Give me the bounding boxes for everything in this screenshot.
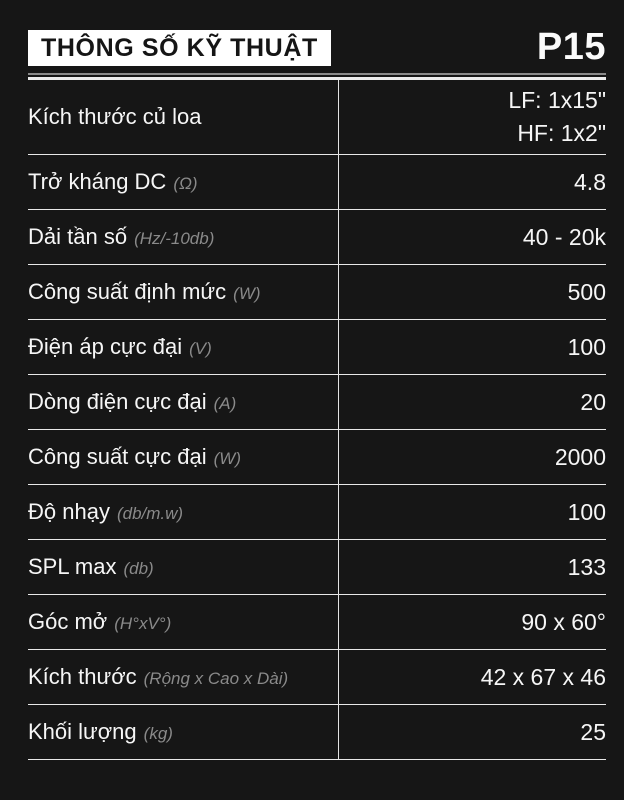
spec-label-text: Khối lượng bbox=[28, 719, 137, 744]
spec-label: Trở kháng DC (Ω) bbox=[28, 169, 338, 195]
spec-label-text: Trở kháng DC bbox=[28, 169, 167, 194]
table-row: Khối lượng (kg) 25 bbox=[28, 705, 606, 760]
spec-label-text: Dải tần số bbox=[28, 224, 128, 249]
spec-value-line: 25 bbox=[580, 718, 606, 745]
spec-unit: (W) bbox=[233, 284, 261, 303]
table-row: Công suất cực đại (W) 2000 bbox=[28, 430, 606, 485]
spec-value: LF: 1x15" HF: 1x2" bbox=[338, 84, 606, 150]
spec-unit: (H°xV°) bbox=[114, 614, 172, 633]
table-row: Kích thước củ loa LF: 1x15" HF: 1x2" bbox=[28, 80, 606, 155]
page-title-box: THÔNG SỐ KỸ THUẬT bbox=[28, 30, 331, 66]
spec-unit: (V) bbox=[189, 339, 212, 358]
spec-value-line: 100 bbox=[567, 333, 606, 360]
spec-label: Công suất định mức (W) bbox=[28, 279, 338, 305]
spec-value-line: 100 bbox=[567, 498, 606, 525]
spec-value: 25 bbox=[338, 716, 606, 749]
spec-label: Kích thước củ loa bbox=[28, 104, 338, 130]
spec-label: Độ nhạy (db/m.w) bbox=[28, 499, 338, 525]
spec-label-text: Kích thước củ loa bbox=[28, 104, 202, 129]
spec-table: Kích thước củ loa LF: 1x15" HF: 1x2" Trở kh… bbox=[28, 80, 606, 760]
spec-value: 40 - 20k bbox=[338, 221, 606, 254]
spec-value-line: 40 - 20k bbox=[522, 223, 606, 250]
spec-label-text: Công suất định mức bbox=[28, 279, 227, 304]
spec-value-line: 20 bbox=[580, 388, 606, 415]
spec-label-text: Kích thước bbox=[28, 664, 137, 689]
spec-label: Góc mở (H°xV°) bbox=[28, 609, 338, 635]
spec-unit: (kg) bbox=[143, 724, 173, 743]
spec-unit: (Rộng x Cao x Dài) bbox=[143, 669, 289, 688]
spec-label-text: Dòng điện cực đại bbox=[28, 389, 207, 414]
table-row: SPL max (db) 133 bbox=[28, 540, 606, 595]
spec-unit: (db) bbox=[123, 559, 154, 578]
spec-unit: (A) bbox=[213, 394, 237, 413]
spec-label: Điện áp cực đại (V) bbox=[28, 334, 338, 360]
spec-label: Dải tần số (Hz/-10db) bbox=[28, 224, 338, 250]
spec-value-line: 500 bbox=[567, 278, 606, 305]
spec-value-line: HF: 1x2" bbox=[517, 120, 606, 146]
spec-unit: (W) bbox=[213, 449, 241, 468]
page-title: THÔNG SỐ KỸ THUẬT bbox=[41, 34, 318, 62]
spec-label-text: Công suất cực đại bbox=[28, 444, 207, 469]
header: THÔNG SỐ KỸ THUẬT P15 bbox=[28, 26, 606, 68]
table-row: Độ nhạy (db/m.w) 100 bbox=[28, 485, 606, 540]
spec-unit: (db/m.w) bbox=[116, 504, 184, 523]
spec-value-line: 4.8 bbox=[574, 168, 606, 195]
spec-value-line: 133 bbox=[567, 553, 606, 580]
spec-value-line: 2000 bbox=[554, 443, 606, 470]
table-row: Công suất định mức (W) 500 bbox=[28, 265, 606, 320]
table-row: Dải tần số (Hz/-10db) 40 - 20k bbox=[28, 210, 606, 265]
table-row: Góc mở (H°xV°) 90 x 60° bbox=[28, 595, 606, 650]
spec-value: 20 bbox=[338, 386, 606, 419]
spec-label: Dòng điện cực đại (A) bbox=[28, 389, 338, 415]
spec-value: 100 bbox=[338, 331, 606, 364]
spec-label: Kích thước (Rộng x Cao x Dài) bbox=[28, 664, 338, 690]
table-row: Điện áp cực đại (V) 100 bbox=[28, 320, 606, 375]
spec-unit: (Ω) bbox=[173, 174, 198, 193]
spec-label-text: SPL max bbox=[28, 554, 117, 579]
spec-label-text: Độ nhạy bbox=[28, 499, 110, 524]
model-name: P15 bbox=[536, 26, 606, 68]
spec-label-text: Góc mở bbox=[28, 609, 108, 634]
spec-value-line: 90 x 60° bbox=[521, 608, 606, 635]
spec-value: 100 bbox=[338, 496, 606, 529]
spec-value: 4.8 bbox=[338, 166, 606, 199]
spec-label: Công suất cực đại (W) bbox=[28, 444, 338, 470]
table-row: Trở kháng DC (Ω) 4.8 bbox=[28, 155, 606, 210]
spec-label-text: Điện áp cực đại bbox=[28, 334, 183, 359]
spec-value-line: 42 x 67 x 46 bbox=[480, 663, 606, 690]
table-row: Dòng điện cực đại (A) 20 bbox=[28, 375, 606, 430]
spec-value: 500 bbox=[338, 276, 606, 309]
spec-label: Khối lượng (kg) bbox=[28, 719, 338, 745]
table-row: Kích thước (Rộng x Cao x Dài) 42 x 67 x 46 bbox=[28, 650, 606, 705]
spec-value: 133 bbox=[338, 551, 606, 584]
spec-unit: (Hz/-10db) bbox=[134, 229, 215, 248]
spec-value-line: LF: 1x15" bbox=[508, 87, 606, 113]
spec-label: SPL max (db) bbox=[28, 554, 338, 580]
spec-value: 90 x 60° bbox=[338, 606, 606, 639]
spec-value: 2000 bbox=[338, 441, 606, 474]
column-divider bbox=[338, 80, 339, 760]
spec-value: 42 x 67 x 46 bbox=[338, 661, 606, 694]
header-divider bbox=[28, 73, 606, 80]
spec-sheet: THÔNG SỐ KỸ THUẬT P15 Kích thước củ loa L… bbox=[28, 26, 606, 760]
